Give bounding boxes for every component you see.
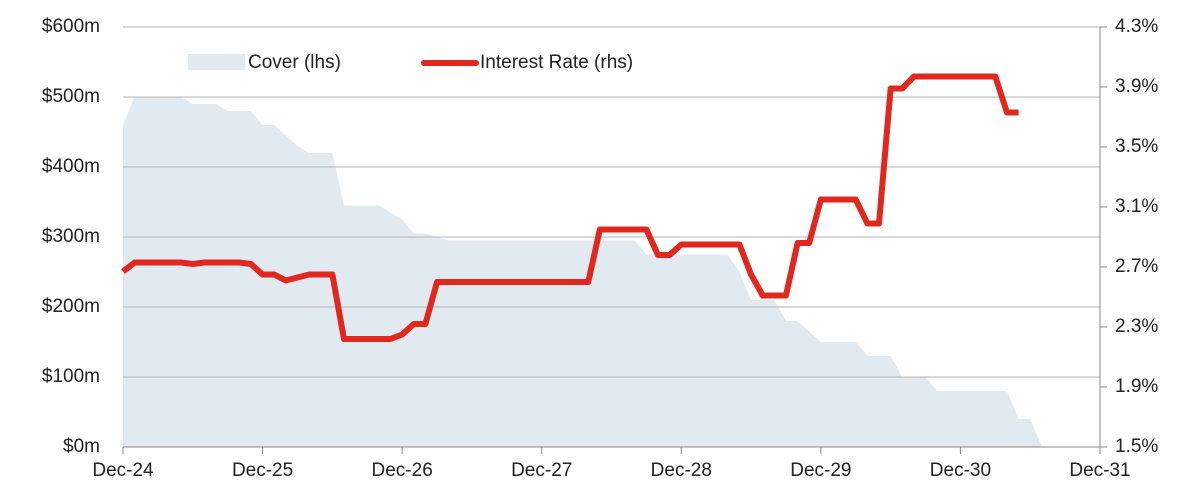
- y2-tick-label: 3.5%: [1115, 136, 1158, 157]
- legend-swatch: [188, 54, 245, 70]
- y2-tick-label: 3.1%: [1115, 196, 1158, 217]
- y2-tick-label: 2.7%: [1115, 256, 1158, 277]
- y-tick-label: $300m: [42, 226, 100, 247]
- legend-label: Cover (lhs): [248, 52, 341, 73]
- x-tick-label: Dec-25: [232, 460, 293, 481]
- y-tick-label: $500m: [42, 86, 100, 107]
- x-tick-label: Dec-31: [1069, 460, 1130, 481]
- y2-tick-label: 3.9%: [1115, 76, 1158, 97]
- line: [121, 73, 1019, 342]
- x-tick-label: Dec-24: [92, 460, 154, 481]
- x-tick-label: Dec-28: [651, 460, 712, 481]
- y2-tick-label: 2.3%: [1115, 316, 1158, 337]
- y-tick-label: $200m: [42, 296, 100, 317]
- x-tick-label: Dec-29: [790, 460, 851, 481]
- y2-tick-label: 4.3%: [1115, 16, 1158, 37]
- y-tick-label: $0m: [63, 436, 100, 457]
- legend-label: Interest Rate (rhs): [480, 52, 633, 73]
- y-tick-label: $100m: [42, 366, 100, 387]
- y-tick-label: $400m: [42, 156, 100, 177]
- x-tick-label: Dec-27: [511, 460, 572, 481]
- x-tick-label: Dec-26: [372, 460, 433, 481]
- x-tick-label: Dec-30: [930, 460, 991, 481]
- y-tick-label: $600m: [42, 16, 100, 37]
- area: [123, 97, 1042, 447]
- y2-tick-label: 1.9%: [1115, 376, 1158, 397]
- y2-tick-label: 1.5%: [1115, 436, 1158, 457]
